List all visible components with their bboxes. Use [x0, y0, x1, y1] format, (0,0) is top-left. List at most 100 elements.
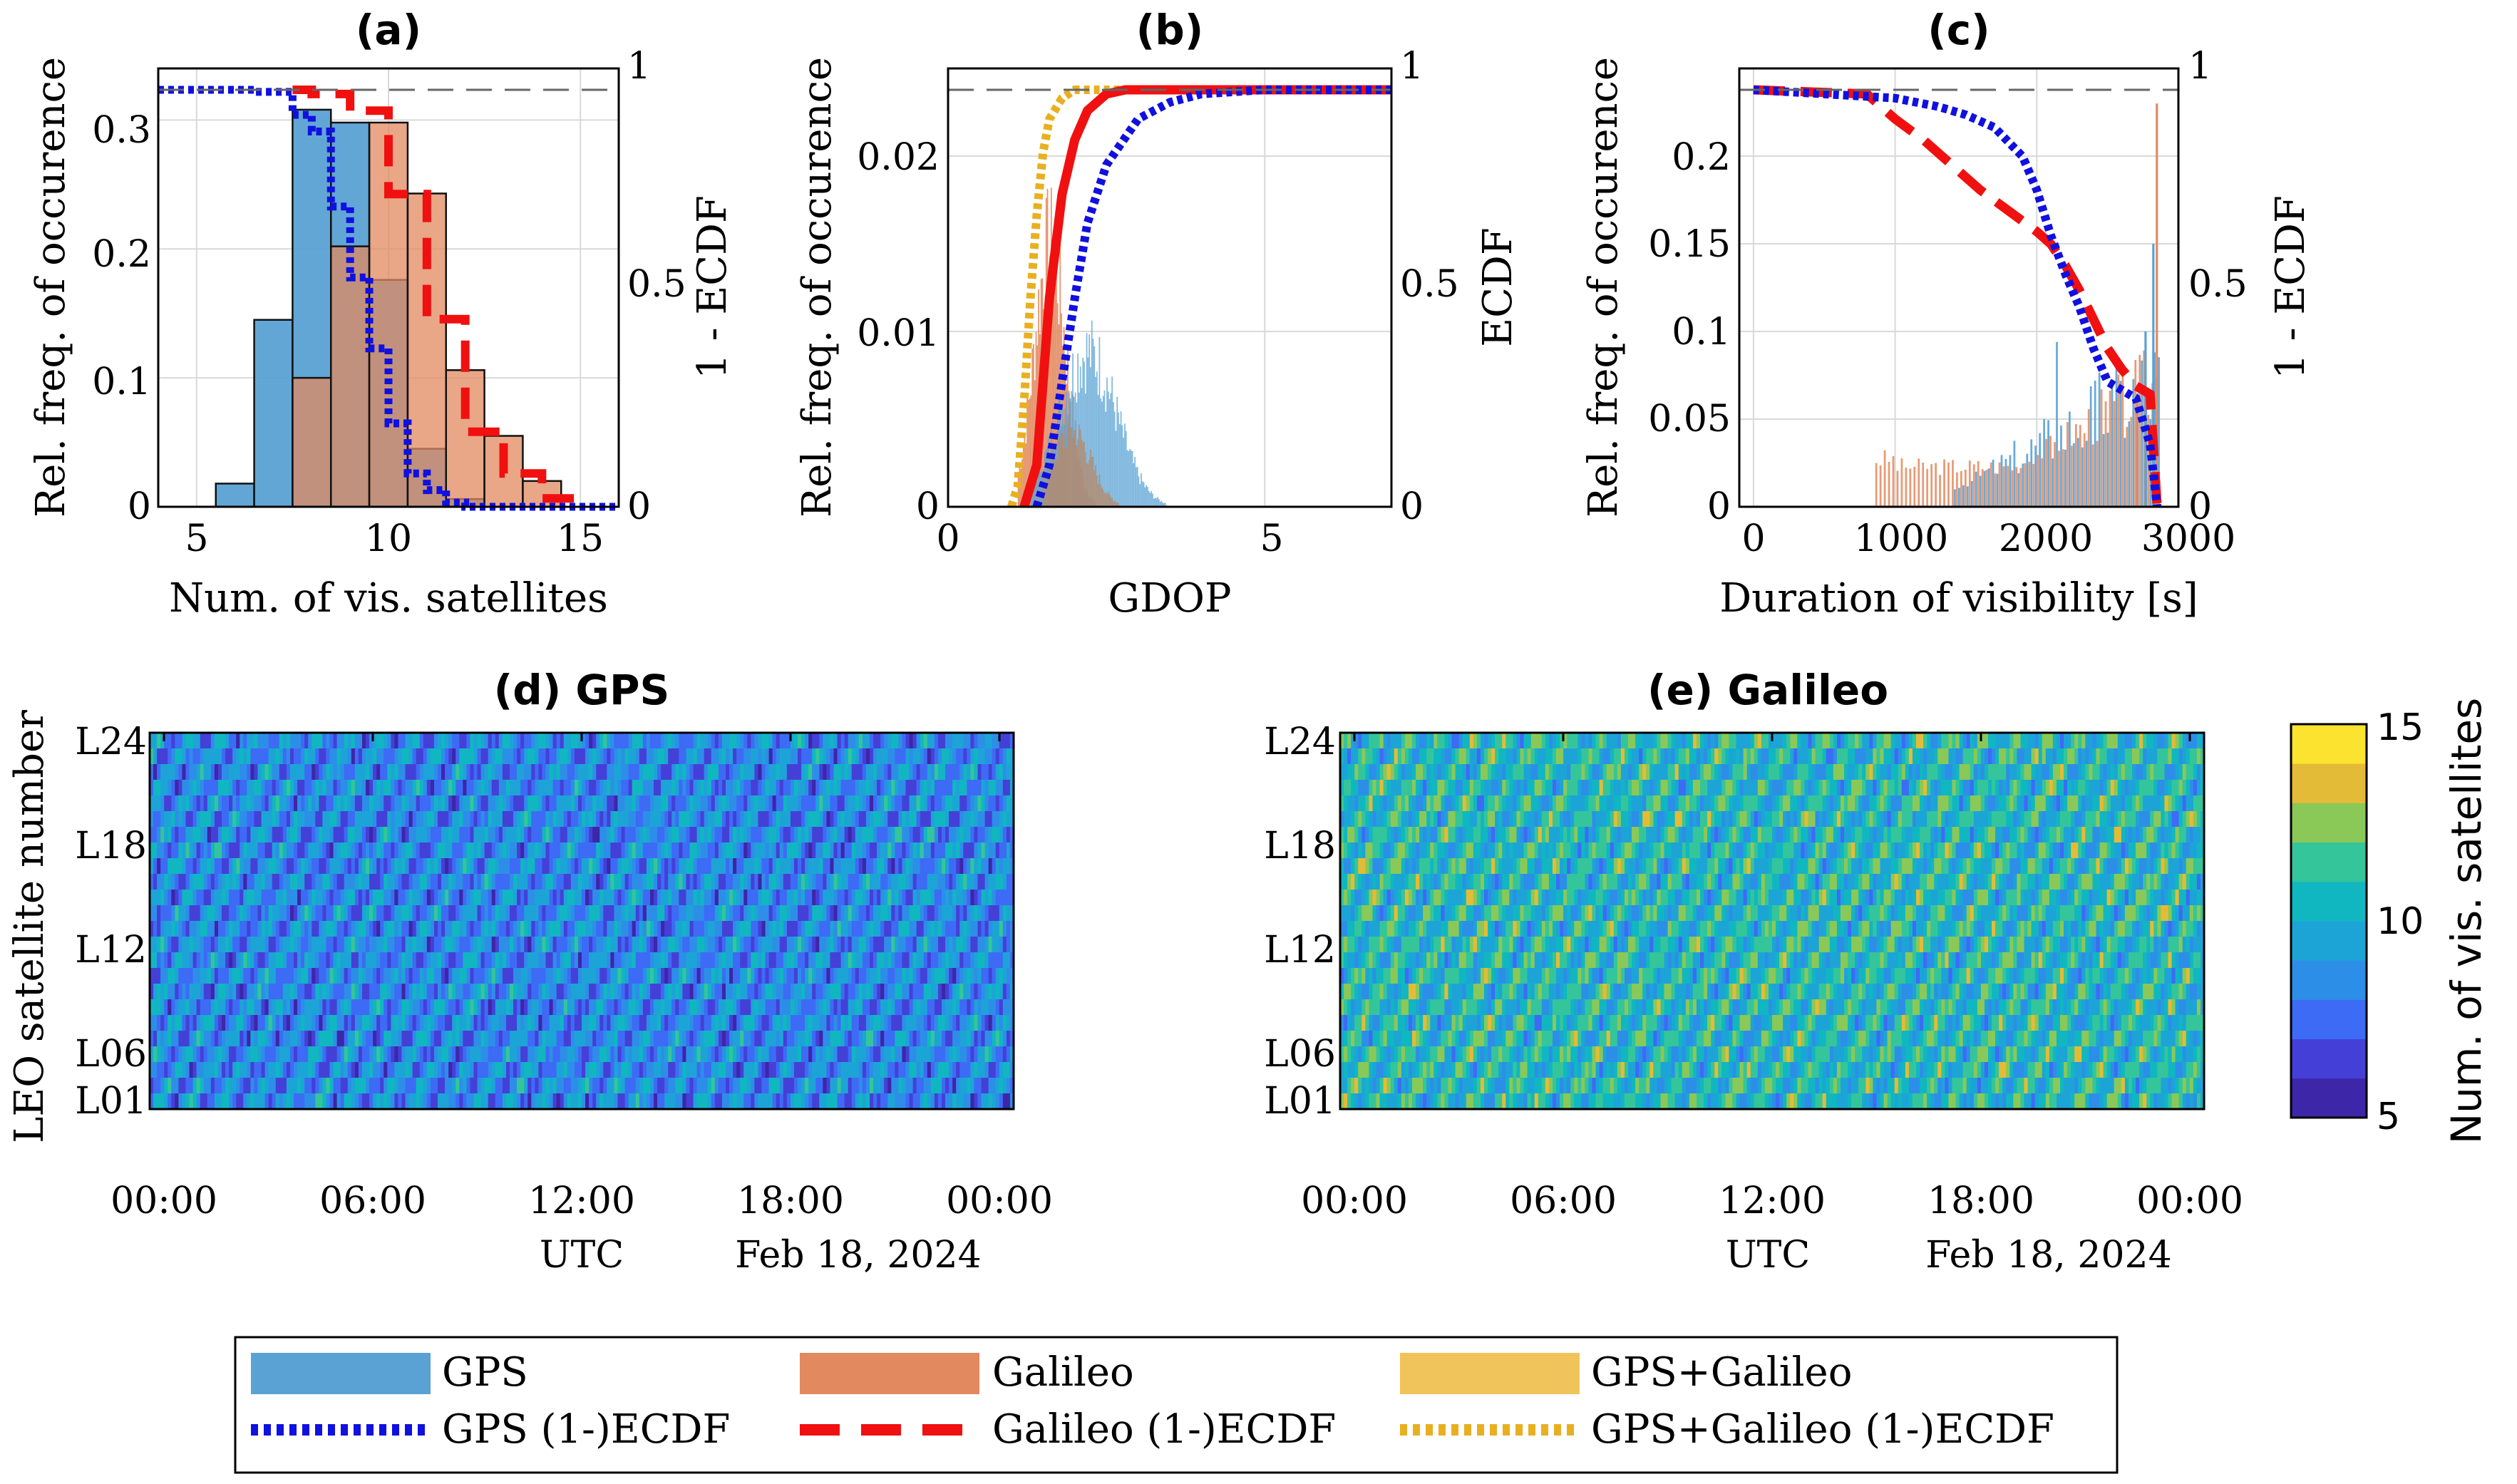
d-heat-cell: [898, 827, 903, 843]
d-heat-cell: [286, 858, 291, 875]
d-heat-cell: [438, 827, 442, 843]
d-heat-cell: [642, 952, 647, 969]
d-heat-cell: [772, 1015, 777, 1031]
d-heat-cell: [654, 890, 658, 906]
d-heat-cell: [301, 858, 305, 875]
d-heat-cell: [657, 811, 662, 828]
d-heat-cell: [700, 921, 705, 937]
d-heat-cell: [261, 905, 266, 922]
d-heat-cell: [535, 968, 539, 984]
d-heat-cell: [844, 843, 849, 859]
d-heat-cell: [798, 874, 802, 890]
d-heat-cell: [354, 952, 359, 969]
d-heat-cell: [700, 780, 705, 796]
panel-b-bar-gps: [1044, 452, 1046, 507]
d-heat-cell: [157, 748, 161, 765]
d-heat-cell: [505, 843, 510, 859]
d-heat-cell: [642, 827, 647, 843]
d-heat-cell: [624, 795, 629, 812]
d-heat-cell: [805, 905, 809, 922]
d-heat-cell: [466, 780, 471, 796]
d-heat-cell: [232, 937, 237, 953]
d-heat-cell: [250, 1015, 255, 1031]
d-heat-cell: [589, 874, 593, 890]
d-heat-cell: [308, 937, 312, 953]
d-heat-cell: [466, 952, 471, 969]
d-heat-cell: [340, 843, 345, 859]
d-heat-cell: [956, 921, 960, 937]
panel-c-bar-gps: [2102, 434, 2105, 507]
d-heat-cell: [153, 780, 158, 796]
d-heat-cell: [805, 890, 809, 906]
d-heat-cell: [851, 968, 856, 984]
d-heat-cell: [200, 858, 205, 875]
d-heat-cell: [556, 921, 561, 937]
d-heat-cell: [171, 780, 175, 796]
d-heat-cell: [858, 733, 863, 749]
d-heat-cell: [967, 890, 971, 906]
d-heat-cell: [214, 890, 219, 906]
d-heat-cell: [952, 827, 957, 843]
d-heat-cell: [808, 999, 813, 1016]
d-heat-cell: [405, 937, 410, 953]
d-heat-cell: [747, 858, 751, 875]
d-heat-cell: [577, 733, 582, 749]
d-heat-cell: [545, 999, 550, 1016]
d-heat-cell: [848, 890, 853, 906]
panel-b-bar-gps: [1035, 478, 1037, 507]
d-heat-cell: [207, 921, 212, 937]
d-heat-cell: [607, 874, 611, 890]
d-heat-cell: [758, 827, 763, 843]
d-heat-cell: [977, 733, 982, 749]
d-heat-cell: [747, 764, 751, 780]
d-heat-cell: [394, 780, 399, 796]
panel-b-bar-overlap: [1111, 498, 1113, 507]
panel-c-bar-galileo: [1875, 463, 1878, 507]
d-heat-cell: [877, 999, 881, 1016]
d-heat-cell: [617, 827, 622, 843]
d-heat-cell: [229, 968, 233, 984]
d-heat-cell: [326, 843, 331, 859]
d-heat-cell: [923, 811, 928, 828]
d-heat-cell: [714, 874, 719, 890]
d-heat-cell: [880, 874, 885, 890]
d-heat-cell: [887, 984, 892, 1000]
d-heat-cell: [635, 858, 640, 875]
panel-c-bar-galileo: [1972, 464, 1975, 507]
d-heat-cell: [635, 968, 640, 984]
d-heat-cell: [361, 968, 366, 984]
d-heat-cell: [768, 780, 773, 796]
d-heat-cell: [157, 890, 161, 906]
d-heat-cell: [751, 780, 755, 796]
panel-c-y2tick-2: 1: [2188, 45, 2212, 88]
d-heat-cell: [448, 984, 453, 1000]
d-heat-cell: [995, 858, 1000, 875]
d-heat-cell: [286, 905, 291, 922]
d-heat-cell: [192, 764, 197, 780]
d-heat-cell: [210, 843, 215, 859]
d-heat-cell: [776, 827, 781, 843]
d-heat-cell: [988, 748, 993, 765]
d-heat-cell: [934, 748, 939, 765]
d-heat-cell: [301, 748, 305, 765]
d-heat-cell: [679, 890, 683, 906]
d-heat-cell: [272, 795, 277, 812]
d-heat-cell: [668, 1015, 672, 1031]
d-heat-cell: [898, 733, 903, 749]
d-heat-cell: [959, 748, 964, 765]
d-heat-cell: [217, 1015, 222, 1031]
d-heat-cell: [668, 733, 672, 749]
d-heat-cell: [805, 937, 809, 953]
d-heat-cell: [923, 905, 928, 922]
d-heat-cell: [419, 858, 424, 875]
d-heat-cell: [412, 874, 417, 890]
d-heat-cell: [844, 952, 849, 969]
d-heat-cell: [823, 905, 827, 922]
d-heat-cell: [884, 937, 888, 953]
d-heat-cell: [549, 937, 554, 953]
d-heat-cell: [426, 952, 431, 969]
d-heat-cell: [747, 780, 751, 796]
d-heat-cell: [459, 952, 463, 969]
d-heat-cell: [196, 764, 201, 780]
d-heat-cell: [545, 748, 550, 765]
